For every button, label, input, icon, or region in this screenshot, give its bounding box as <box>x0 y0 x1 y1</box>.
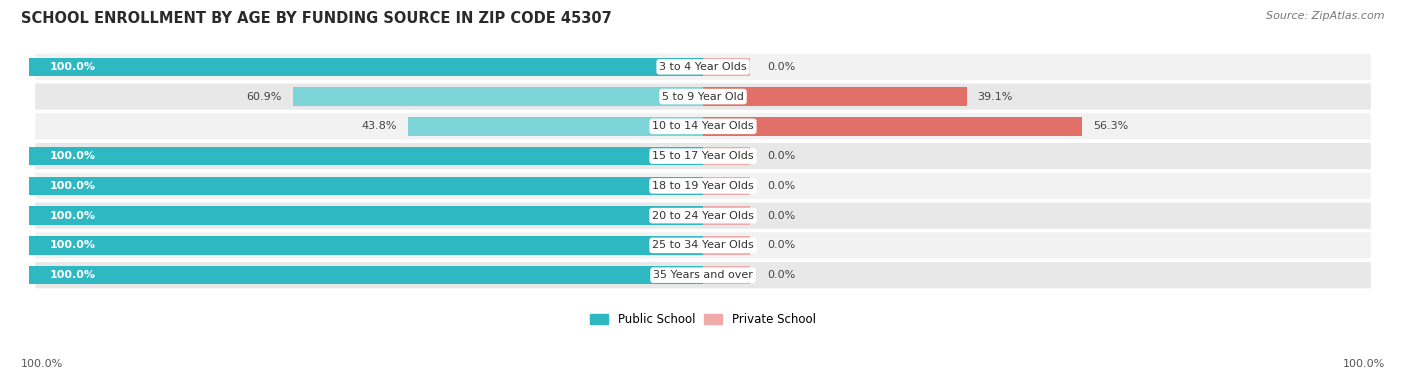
Bar <box>703 236 751 254</box>
Text: 100.0%: 100.0% <box>21 359 63 369</box>
FancyBboxPatch shape <box>35 54 1371 80</box>
Bar <box>703 206 751 225</box>
Text: 100.0%: 100.0% <box>49 270 96 280</box>
Text: 0.0%: 0.0% <box>768 211 796 221</box>
Bar <box>30 58 703 76</box>
Text: 0.0%: 0.0% <box>768 270 796 280</box>
Text: 0.0%: 0.0% <box>768 62 796 72</box>
Text: 100.0%: 100.0% <box>49 181 96 191</box>
Bar <box>30 206 703 225</box>
Legend: Public School, Private School: Public School, Private School <box>586 309 820 331</box>
Text: 0.0%: 0.0% <box>768 151 796 161</box>
FancyBboxPatch shape <box>35 83 1371 110</box>
Bar <box>30 236 703 254</box>
Bar <box>292 87 703 106</box>
Text: 56.3%: 56.3% <box>1094 121 1129 131</box>
FancyBboxPatch shape <box>35 262 1371 288</box>
Text: 0.0%: 0.0% <box>768 181 796 191</box>
Text: 100.0%: 100.0% <box>1343 359 1385 369</box>
Text: Source: ZipAtlas.com: Source: ZipAtlas.com <box>1267 11 1385 21</box>
Text: 100.0%: 100.0% <box>49 211 96 221</box>
Text: 10 to 14 Year Olds: 10 to 14 Year Olds <box>652 121 754 131</box>
Text: 43.8%: 43.8% <box>361 121 396 131</box>
Bar <box>703 87 966 106</box>
Bar <box>703 177 751 195</box>
Text: SCHOOL ENROLLMENT BY AGE BY FUNDING SOURCE IN ZIP CODE 45307: SCHOOL ENROLLMENT BY AGE BY FUNDING SOUR… <box>21 11 612 26</box>
FancyBboxPatch shape <box>35 173 1371 199</box>
Text: 18 to 19 Year Olds: 18 to 19 Year Olds <box>652 181 754 191</box>
Text: 100.0%: 100.0% <box>49 151 96 161</box>
Text: 100.0%: 100.0% <box>49 241 96 250</box>
Text: 100.0%: 100.0% <box>49 62 96 72</box>
Text: 39.1%: 39.1% <box>977 92 1012 101</box>
Bar <box>703 58 751 76</box>
Text: 0.0%: 0.0% <box>768 241 796 250</box>
Bar <box>30 177 703 195</box>
Text: 15 to 17 Year Olds: 15 to 17 Year Olds <box>652 151 754 161</box>
Text: 20 to 24 Year Olds: 20 to 24 Year Olds <box>652 211 754 221</box>
FancyBboxPatch shape <box>35 232 1371 259</box>
Text: 25 to 34 Year Olds: 25 to 34 Year Olds <box>652 241 754 250</box>
Bar <box>703 117 1083 136</box>
Text: 5 to 9 Year Old: 5 to 9 Year Old <box>662 92 744 101</box>
FancyBboxPatch shape <box>35 113 1371 139</box>
Text: 60.9%: 60.9% <box>246 92 281 101</box>
FancyBboxPatch shape <box>35 143 1371 169</box>
Bar <box>408 117 703 136</box>
Bar <box>703 266 751 284</box>
FancyBboxPatch shape <box>35 202 1371 229</box>
Text: 35 Years and over: 35 Years and over <box>652 270 754 280</box>
Bar <box>30 266 703 284</box>
Bar <box>30 147 703 166</box>
Text: 3 to 4 Year Olds: 3 to 4 Year Olds <box>659 62 747 72</box>
Bar <box>703 147 751 166</box>
